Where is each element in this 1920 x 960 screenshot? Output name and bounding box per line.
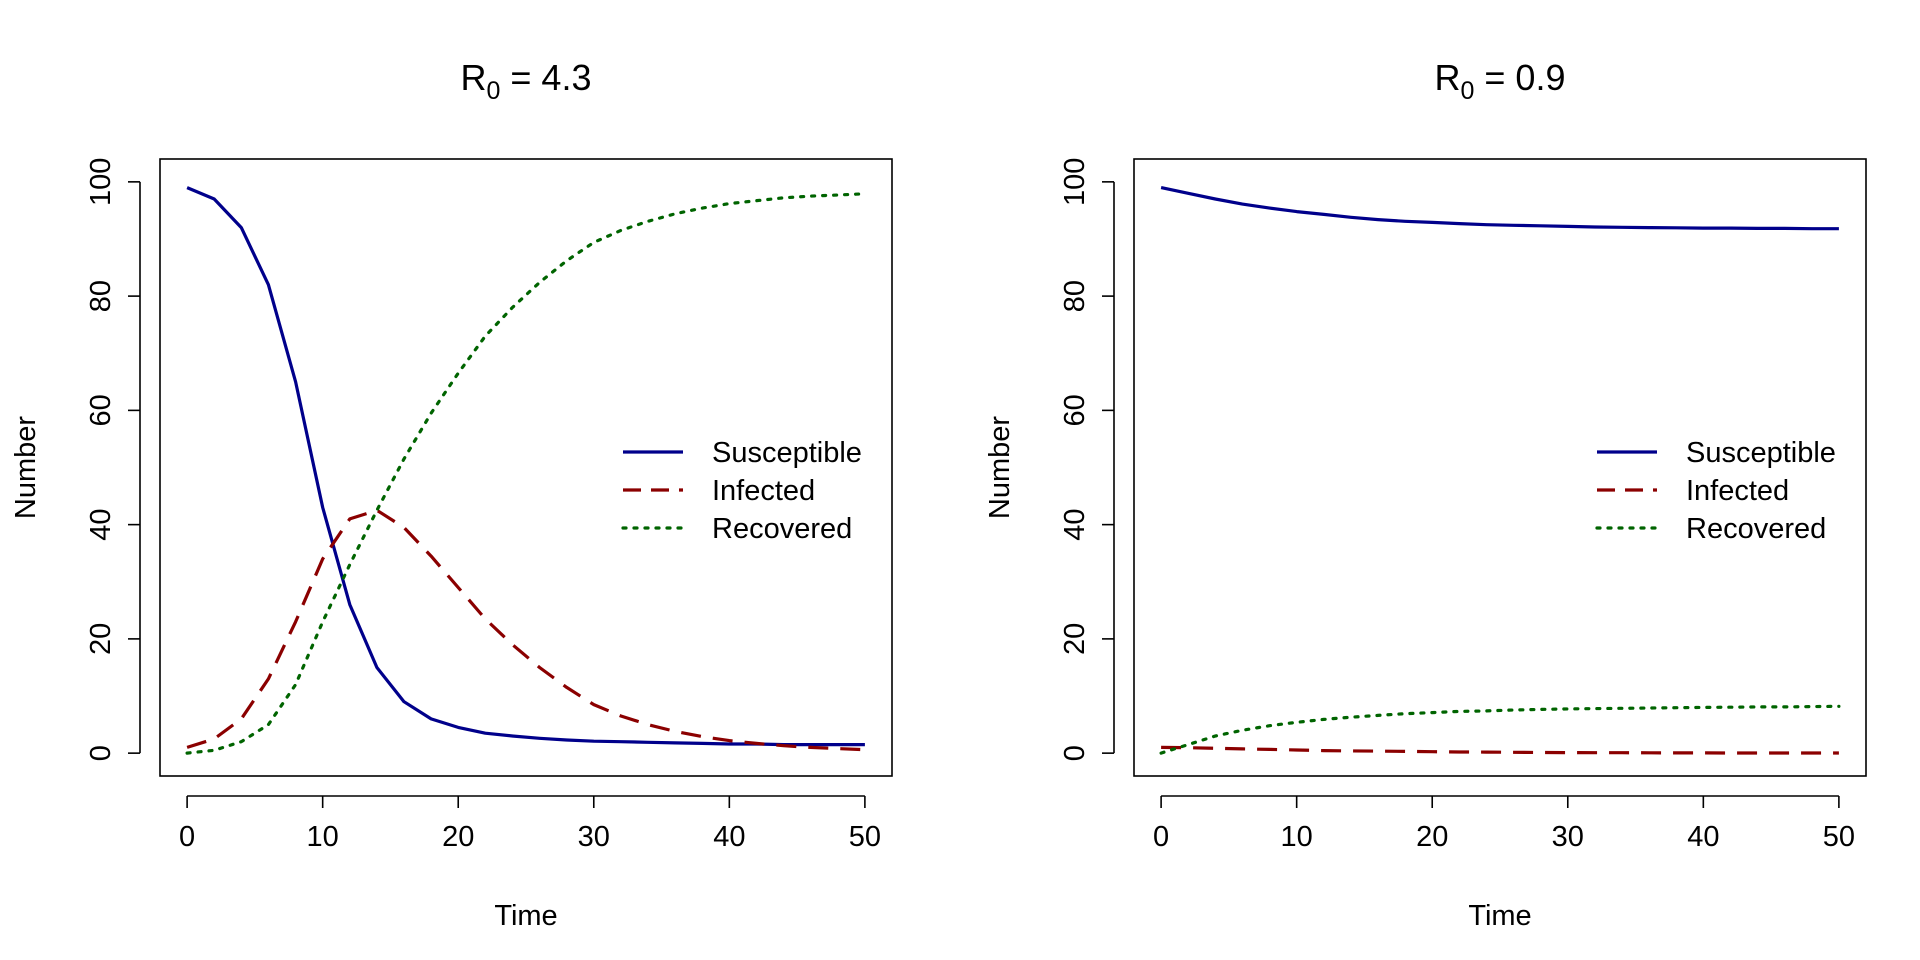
x-tick-label: 10 — [1281, 821, 1313, 853]
y-tick-label: 100 — [85, 158, 117, 206]
y-tick-label: 40 — [1059, 508, 1091, 540]
series-line-recovered — [185, 192, 867, 755]
chart-panel-1: R0 = 4.30 10 20 30 40 50Time020406080100Numbe… — [10, 57, 893, 932]
y-tick-label: 80 — [1059, 280, 1091, 312]
chart-title-subscript: 0 — [487, 77, 501, 105]
x-tick-label: 40 — [1687, 821, 1719, 853]
y-tick-label: 80 — [85, 280, 117, 312]
plot-frame — [159, 158, 893, 777]
legend-label-infected: Infected — [712, 475, 815, 507]
legend-label-recovered: Recovered — [1686, 513, 1826, 545]
x-tick-label: 50 — [1823, 821, 1855, 853]
chart-title-value: = 4.3 — [500, 57, 591, 98]
x-axis-title: Time — [494, 900, 557, 932]
x-tick-label: 30 — [1552, 821, 1584, 853]
legend-label-susceptible: Susceptible — [1686, 437, 1836, 469]
series-line-infected — [186, 508, 865, 752]
legend: Susceptible Infected Recovered — [621, 437, 862, 545]
y-tick-label: 20 — [1059, 623, 1091, 655]
y-tick-label: 0 — [85, 745, 117, 761]
x-axis-title: Time — [1468, 900, 1531, 932]
x-tick-label: 10 — [307, 821, 339, 853]
y-tick-label: 40 — [85, 508, 117, 540]
x-tick-label: 0 — [1153, 821, 1169, 853]
series-line-susceptible — [1160, 186, 1839, 231]
x-tick-label: 20 — [1416, 821, 1448, 853]
legend-label-recovered: Recovered — [712, 513, 852, 545]
series-line-infected — [1161, 745, 1839, 755]
y-tick-label: 60 — [85, 394, 117, 426]
y-tick-label: 60 — [1059, 394, 1091, 426]
chart-title: R0 = 4.3 — [461, 57, 592, 105]
plot-frame — [1133, 158, 1867, 777]
y-axis-title: Number — [984, 416, 1016, 519]
series-line-recovered — [1159, 704, 1841, 755]
x-tick-label: 0 — [179, 821, 195, 853]
y-tick-label: 0 — [1059, 745, 1091, 761]
x-tick-label: 50 — [849, 821, 881, 853]
legend-label-susceptible: Susceptible — [712, 437, 862, 469]
chart-title-subscript: 0 — [1461, 77, 1475, 105]
chart-title-main: R — [461, 57, 487, 98]
chart-title-main: R — [1435, 57, 1461, 98]
x-tick-label: 40 — [713, 821, 745, 853]
legend: Susceptible Infected Recovered — [1595, 437, 1836, 545]
x-tick-label: 20 — [442, 821, 474, 853]
chart-title: R0 = 0.9 — [1435, 57, 1566, 105]
x-tick-label: 30 — [578, 821, 610, 853]
chart-panel-2: R0 = 0.90 10 20 30 40 50Time020406080100Numbe… — [984, 57, 1867, 932]
y-tick-label: 100 — [1059, 158, 1091, 206]
y-axis-title: Number — [10, 416, 42, 519]
legend-label-infected: Infected — [1686, 475, 1789, 507]
y-tick-label: 20 — [85, 623, 117, 655]
chart-title-value: = 0.9 — [1474, 57, 1565, 98]
